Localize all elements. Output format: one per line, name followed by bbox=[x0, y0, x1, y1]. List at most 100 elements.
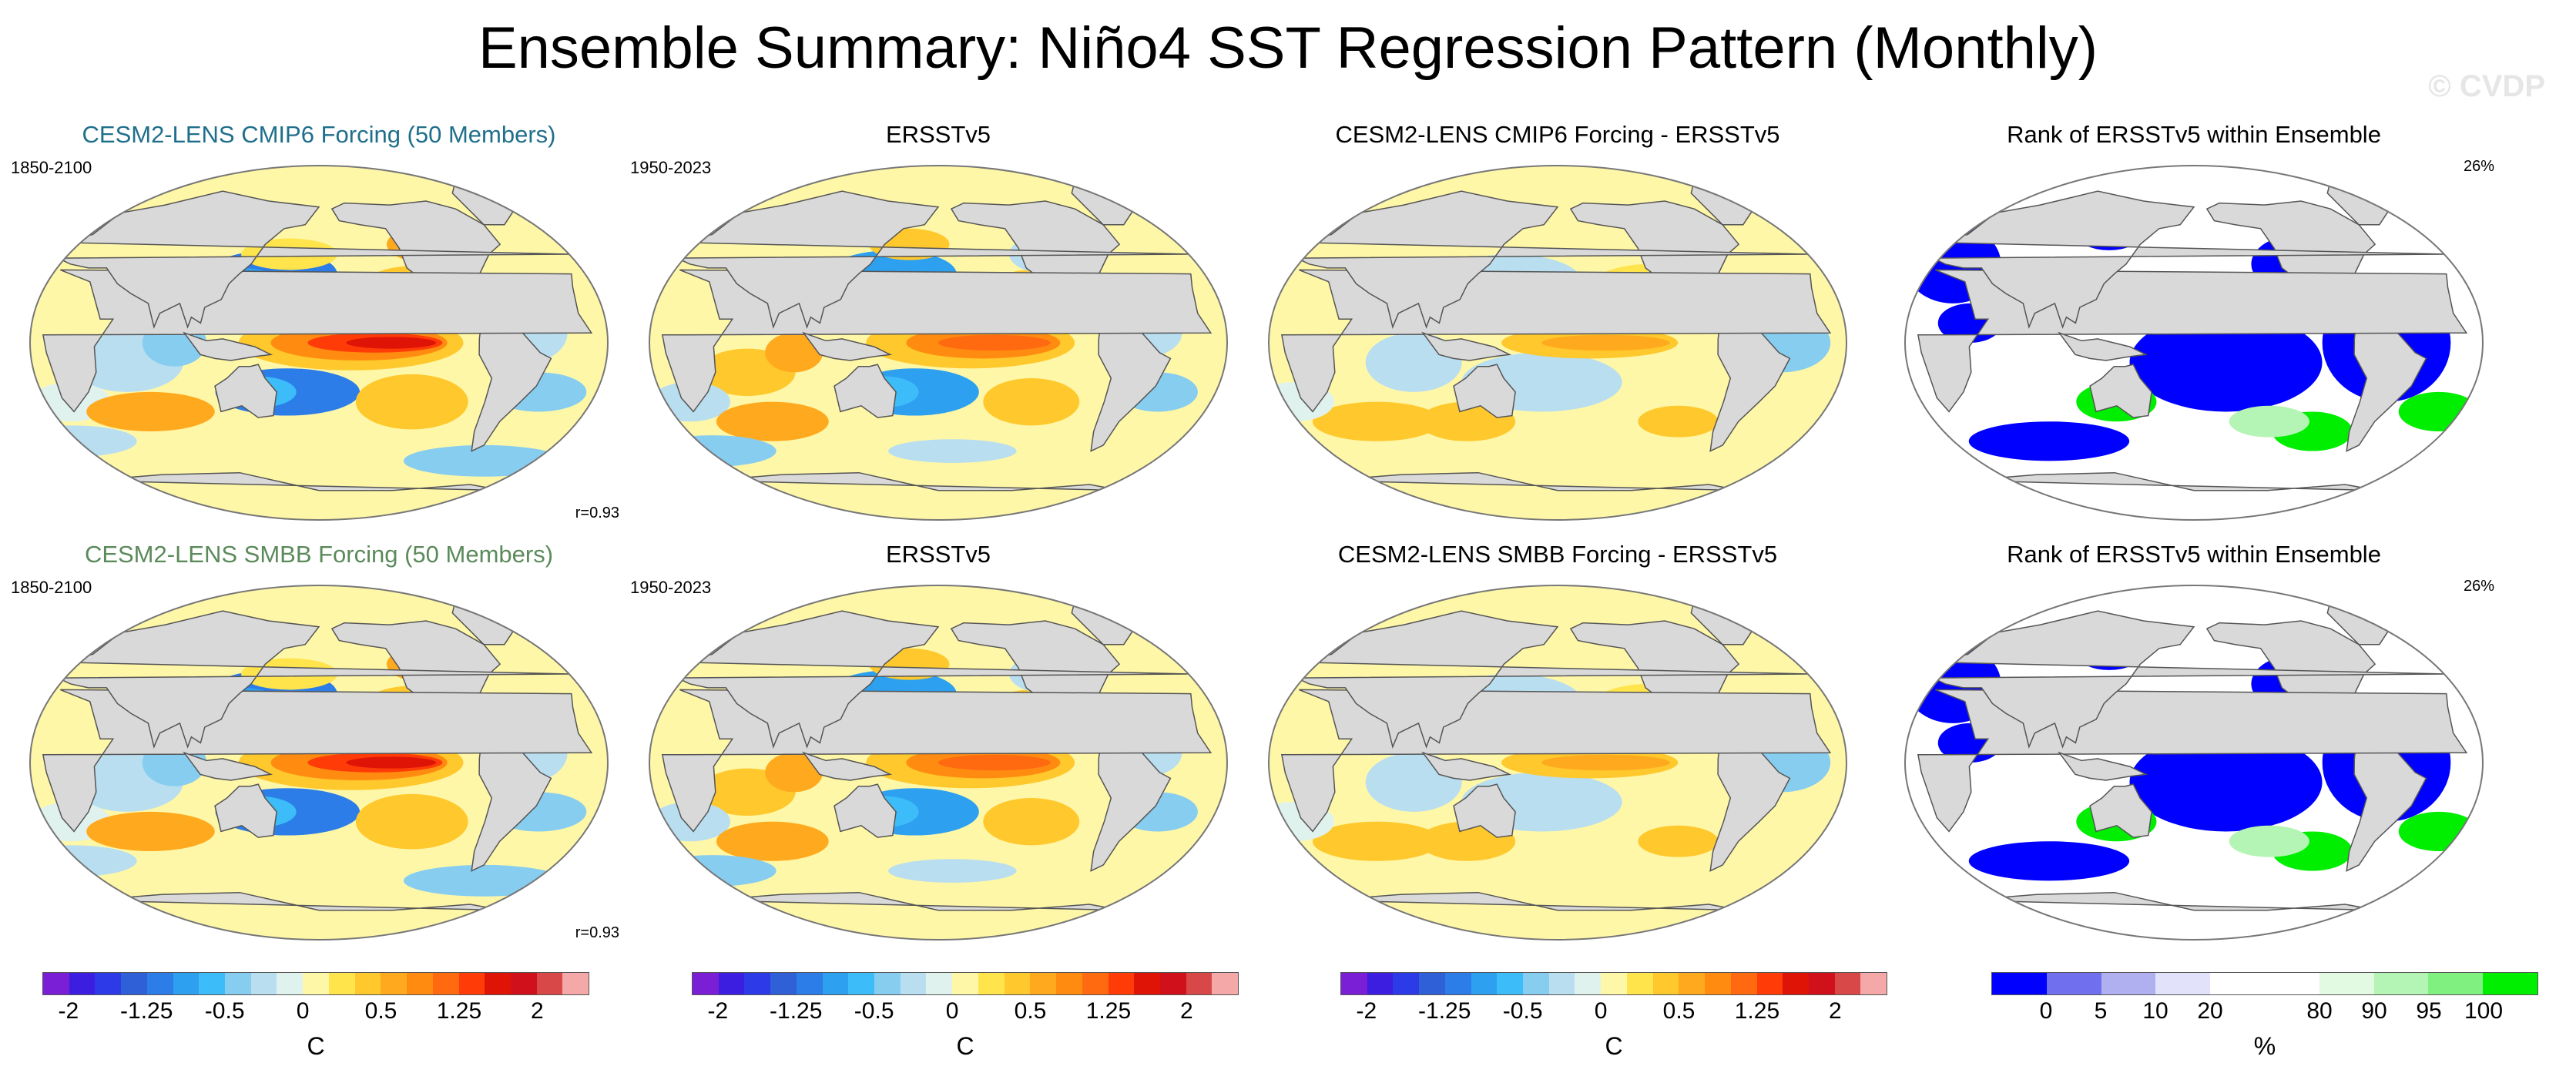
colorbar-swatch bbox=[277, 973, 304, 994]
colorbar-swatch bbox=[1860, 973, 1887, 994]
anomaly-region bbox=[983, 798, 1080, 846]
land-australia bbox=[214, 364, 277, 418]
anomaly-region bbox=[30, 845, 137, 877]
page-title: Ensemble Summary: Niño4 SST Regression P… bbox=[478, 15, 2098, 81]
colorbar-swatch bbox=[225, 973, 251, 994]
colorbar-tick-label: 0.5 bbox=[1662, 998, 1696, 1024]
map-border bbox=[1904, 165, 2484, 521]
colorbar-swatch bbox=[1497, 973, 1524, 994]
colorbar-tick-label: -2 bbox=[707, 998, 729, 1024]
anomaly-region bbox=[403, 864, 565, 897]
colorbar-swatch bbox=[1471, 973, 1498, 994]
map-border bbox=[1268, 165, 1847, 521]
anomaly-region bbox=[1638, 825, 1719, 857]
colorbar-swatch bbox=[1705, 973, 1731, 994]
colorbar-swatch bbox=[2101, 973, 2156, 994]
colorbar-swatch bbox=[1444, 973, 1471, 994]
anomaly-region bbox=[2229, 405, 2309, 438]
colorbar-swatch bbox=[770, 973, 797, 994]
colorbar-swatch bbox=[1756, 973, 1783, 994]
colorbar-tick-label: 0 bbox=[296, 998, 310, 1024]
anomaly-region bbox=[649, 855, 776, 887]
colorbar-swatch bbox=[1108, 973, 1135, 994]
map-panel-p24: Rank of ERSSTv5 within Ensemble 26% bbox=[1886, 539, 2502, 955]
anomaly-region bbox=[346, 756, 437, 769]
colorbar-swatch bbox=[1186, 973, 1213, 994]
land-south-america bbox=[1709, 318, 1791, 452]
map-panel-p21: CESM2-LENS SMBB Forcing (50 Members) 1850… bbox=[11, 539, 627, 955]
land-south-america bbox=[471, 738, 552, 872]
land-eurasia bbox=[1932, 190, 2446, 329]
map-border bbox=[649, 165, 1228, 521]
colorbar-swatch bbox=[328, 973, 355, 994]
anomaly-region bbox=[716, 821, 829, 861]
colorbar-swatch bbox=[822, 973, 849, 994]
colorbar-tick-label: 10 bbox=[2142, 998, 2168, 1024]
map-border bbox=[649, 585, 1228, 941]
colorbar-tick-label: 0 bbox=[945, 998, 959, 1024]
colorbar-swatch bbox=[2155, 973, 2211, 994]
colorbar-tick-label: 1.25 bbox=[1734, 998, 1780, 1024]
land-australia bbox=[2089, 364, 2152, 418]
colorbar-swatch bbox=[744, 973, 771, 994]
anomaly-region bbox=[1312, 401, 1441, 441]
land-australia bbox=[1453, 783, 1516, 838]
world-map bbox=[1904, 585, 2484, 941]
colorbar-swatch bbox=[900, 973, 927, 994]
land-eurasia bbox=[1932, 610, 2446, 749]
panel-title: ERSSTv5 bbox=[885, 121, 991, 148]
colorbar-swatch bbox=[1341, 973, 1367, 994]
colorbar-tick-label: 80 bbox=[2306, 998, 2333, 1024]
anomaly-region bbox=[2129, 733, 2323, 832]
anomaly-region bbox=[1312, 821, 1441, 861]
colorbar-swatch bbox=[2046, 973, 2101, 994]
colorbar-swatch bbox=[199, 973, 226, 994]
colorbar-swatch bbox=[146, 973, 173, 994]
colorbar-swatch bbox=[69, 973, 96, 994]
land-south-america bbox=[2346, 738, 2427, 872]
period-label: 1850-2100 bbox=[11, 158, 92, 177]
colorbar-tick-label: 95 bbox=[2416, 998, 2442, 1024]
period-label: 1950-2023 bbox=[630, 158, 712, 177]
pattern-correlation-label: r=0.93 bbox=[575, 505, 619, 521]
colorbar-swatch bbox=[1134, 973, 1160, 994]
colorbar-swatch bbox=[1679, 973, 1706, 994]
panel-title: CESM2-LENS CMIP6 Forcing - ERSSTv5 bbox=[1335, 121, 1780, 148]
colorbar-tick-label: 2 bbox=[1829, 998, 1842, 1024]
anomaly-region bbox=[355, 793, 468, 850]
colorbar-tick-label: -1.25 bbox=[770, 998, 823, 1024]
period-label: 1850-2100 bbox=[11, 578, 92, 597]
colorbar-swatch bbox=[43, 973, 69, 994]
colorbar-swatch bbox=[1783, 973, 1809, 994]
colorbar-tick-label: 100 bbox=[2464, 998, 2504, 1024]
colorbar-swatch bbox=[2483, 973, 2537, 994]
colorbar-unit-label: C bbox=[307, 1032, 325, 1060]
land-south-america bbox=[2346, 318, 2427, 452]
map-border bbox=[1904, 585, 2484, 941]
colorbar-swatch bbox=[536, 973, 563, 994]
colorbar-swatch bbox=[1834, 973, 1861, 994]
anomaly-region bbox=[1968, 841, 2130, 881]
anomaly-region bbox=[1968, 421, 2130, 461]
colorbar-swatch bbox=[1601, 973, 1627, 994]
anomaly-region bbox=[938, 754, 1051, 771]
colorbar-tick-label: 0 bbox=[2039, 998, 2053, 1024]
land-australia bbox=[1453, 364, 1516, 418]
colorbar-swatch bbox=[693, 973, 719, 994]
colorbar-swatch bbox=[407, 973, 433, 994]
colorbar-swatch bbox=[1523, 973, 1549, 994]
land-indonesia bbox=[1421, 751, 1512, 781]
anomaly-region bbox=[346, 337, 437, 349]
colorbar-tick-label: 1.25 bbox=[1085, 998, 1132, 1024]
anomaly-region bbox=[403, 444, 565, 477]
colorbar-unit-label: C bbox=[956, 1032, 974, 1060]
sst-colorbar: -2 -1.25 -0.5 0 0.5 1.25 2 C bbox=[1340, 972, 1887, 1065]
rank-colorbar: 0 5 10 20 80 90 95 100% bbox=[1991, 972, 2538, 1065]
land-eurasia bbox=[676, 610, 1190, 749]
colorbar-swatch bbox=[1808, 973, 1835, 994]
map-panel-p12: ERSSTv5 1950-2023 bbox=[630, 119, 1246, 535]
anomaly-region bbox=[938, 334, 1051, 351]
land-australia bbox=[2089, 783, 2152, 838]
land-australia bbox=[834, 364, 897, 418]
world-map bbox=[1268, 585, 1847, 941]
